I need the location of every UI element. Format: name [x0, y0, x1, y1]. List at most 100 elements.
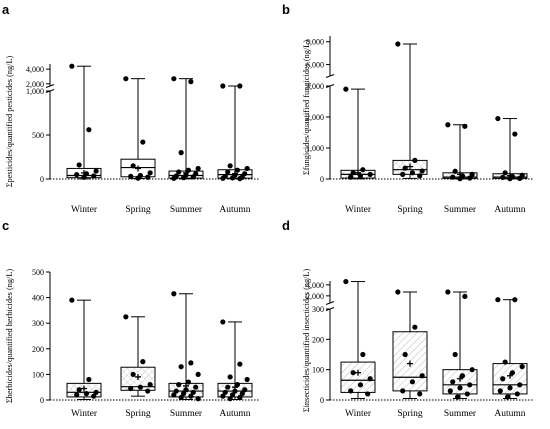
data-point [454, 394, 461, 400]
data-point [178, 364, 184, 370]
data-point [171, 76, 177, 82]
data-point [452, 168, 458, 174]
data-point [188, 393, 194, 399]
y-axis-label: Σherbicides/quantified herbicides (ng/L) [5, 269, 14, 404]
data-point [137, 384, 144, 390]
data-point [74, 172, 80, 178]
y-tick-label: 300 [312, 305, 324, 314]
data-point [220, 83, 226, 89]
x-category-label: Summer [170, 409, 203, 419]
data-point [86, 376, 92, 383]
data-point [445, 122, 451, 128]
data-point [350, 370, 356, 376]
data-point [178, 150, 184, 156]
data-point [507, 176, 513, 182]
data-point [195, 165, 201, 172]
x-category-label: Autumn [219, 409, 250, 419]
x-category-label: Summer [444, 205, 477, 215]
data-point [512, 131, 518, 137]
data-point [173, 388, 179, 394]
data-point [365, 391, 371, 397]
data-point [188, 360, 194, 366]
panel-b: b Σfungicides/quantified fungicides (ng/L… [282, 2, 534, 215]
data-point [445, 289, 451, 295]
box-summer [168, 76, 204, 181]
data-point [171, 291, 177, 297]
data-point [81, 174, 87, 180]
data-point [225, 169, 231, 175]
y-axis-label: Σinsecticides/quantified insecticides (n… [302, 269, 311, 413]
data-point [502, 359, 508, 365]
data-point [145, 388, 151, 394]
data-point [183, 387, 189, 393]
box-autumn [492, 297, 528, 400]
data-point [402, 351, 408, 358]
data-point [145, 174, 151, 180]
box-winter [66, 63, 102, 180]
data-point [190, 174, 196, 180]
data-point [76, 387, 82, 393]
y-tick-label: 4,000 [306, 281, 324, 290]
data-point [419, 168, 425, 174]
data-point [237, 176, 243, 182]
box-winter [340, 86, 376, 180]
panel-letter-d: d [282, 218, 290, 233]
y-tick-label: 300 [32, 319, 44, 328]
data-point [190, 389, 196, 395]
y-tick-label: 0 [320, 175, 324, 184]
data-point [180, 175, 187, 181]
data-point [507, 385, 513, 391]
data-point [459, 373, 466, 379]
data-point [495, 115, 501, 122]
x-category-label: Autumn [494, 409, 525, 419]
data-point [171, 175, 177, 181]
x-category-label: Spring [125, 205, 151, 215]
panel-c: c Σherbicides/quantified herbicides (ng/L… [2, 218, 259, 419]
mean-marker [407, 163, 413, 170]
data-point [128, 173, 134, 179]
panel-letter-b: b [282, 2, 290, 17]
data-point [69, 63, 75, 69]
data-point [395, 41, 401, 47]
y-tick-label: 0 [40, 175, 44, 184]
data-point [225, 384, 231, 390]
data-point [222, 389, 228, 395]
mean-marker [457, 375, 463, 382]
data-point [229, 175, 236, 181]
data-point [234, 382, 241, 388]
data-point [239, 391, 245, 397]
y-tick-label: 400 [32, 294, 44, 303]
y-tick-label: 500 [32, 268, 44, 277]
data-point [514, 391, 520, 397]
data-point [350, 170, 356, 176]
y-tick-label: 0 [40, 396, 44, 405]
mean-marker [135, 373, 141, 380]
data-point [91, 173, 97, 179]
data-point [128, 385, 134, 392]
y-tick-label: 3,000 [306, 82, 324, 91]
data-point [495, 297, 501, 303]
y-axis-label: Σfungicides/quantified fungicides (ng/L) [302, 40, 311, 175]
data-point [447, 388, 453, 394]
data-point [512, 297, 518, 303]
panel-letter-a: a [2, 2, 10, 17]
data-point [220, 393, 226, 399]
data-point [502, 170, 508, 176]
axis-break-mark [325, 84, 335, 88]
x-category-label: Spring [125, 409, 151, 419]
x-category-label: Winter [71, 205, 98, 215]
y-tick-label: 200 [312, 335, 324, 344]
data-point [234, 167, 241, 173]
data-point [452, 351, 458, 358]
box-winter [340, 278, 376, 399]
data-point [402, 165, 408, 171]
y-tick-label: 8,000 [306, 38, 324, 47]
data-point [409, 379, 416, 385]
box-spring [120, 314, 156, 397]
mean-marker [507, 372, 513, 379]
data-point [147, 382, 153, 388]
data-point [517, 175, 523, 181]
panel-letter-c: c [2, 218, 9, 233]
data-point [195, 396, 201, 402]
data-point [517, 382, 523, 388]
